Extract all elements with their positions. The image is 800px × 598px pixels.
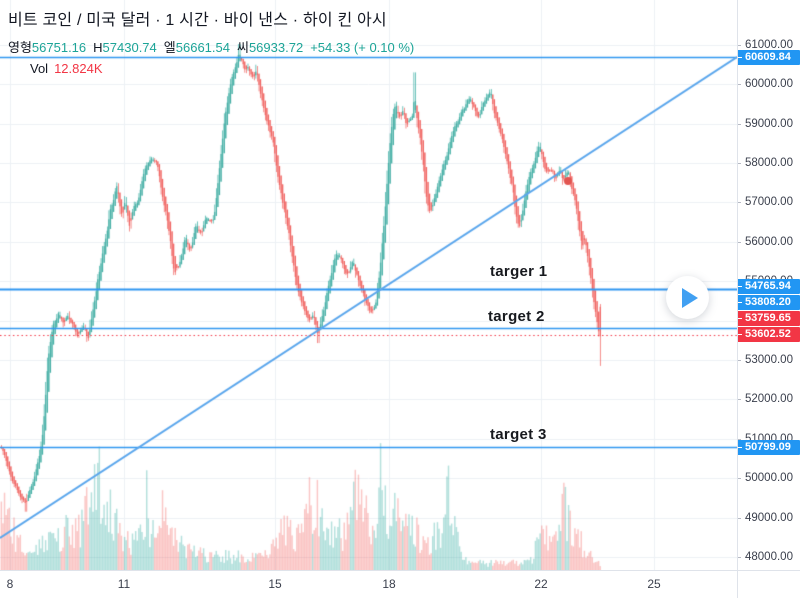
price-tick-label: 61000.00 [737, 38, 800, 52]
price-badge: 54765.94 [737, 278, 800, 294]
price-tick-label: 56000.00 [737, 235, 800, 249]
date-tick-label: 15 [268, 577, 282, 591]
price-tick-label: 52000.00 [737, 392, 800, 406]
price-tick-label: 57000.00 [737, 195, 800, 209]
play-button[interactable] [666, 276, 709, 319]
date-tick-label: 22 [534, 577, 548, 591]
date-tick-label: 18 [382, 577, 396, 591]
price-tick-label: 60000.00 [737, 77, 800, 91]
date-tick-label: 25 [647, 577, 661, 591]
price-tick-label: 59000.00 [737, 117, 800, 131]
annotation-target-2[interactable]: target 2 [488, 308, 545, 325]
play-icon [682, 287, 698, 308]
axis-horizontal-divider [0, 570, 800, 571]
annotation-target-1[interactable]: targer 1 [490, 263, 548, 280]
price-badge: 60609.84 [737, 49, 800, 65]
date-tick-label: 8 [6, 577, 14, 591]
date-tick-label: 11 [117, 577, 131, 591]
price-axis[interactable]: 61000.00 60000.00 59000.00 58000.00 57000.00… [737, 0, 800, 570]
price-tick-label: 58000.00 [737, 156, 800, 170]
price-tick-label: 48000.00 [737, 550, 800, 564]
axis-vertical-divider [737, 0, 738, 598]
price-tick-label: 50000.00 [737, 471, 800, 485]
annotation-target-3[interactable]: target 3 [490, 426, 547, 443]
time-axis[interactable]: 8 11 15 18 22 25 [0, 570, 737, 598]
price-badge: 53759.65 [737, 310, 800, 326]
price-badge: 53808.20 [737, 294, 800, 310]
price-tick-label: 49000.00 [737, 511, 800, 525]
price-badge: 50799.09 [737, 439, 800, 455]
candlestick-chart-canvas[interactable] [0, 0, 737, 570]
price-badge: 53602.52 [737, 326, 800, 342]
price-tick-label: 53000.00 [737, 353, 800, 367]
